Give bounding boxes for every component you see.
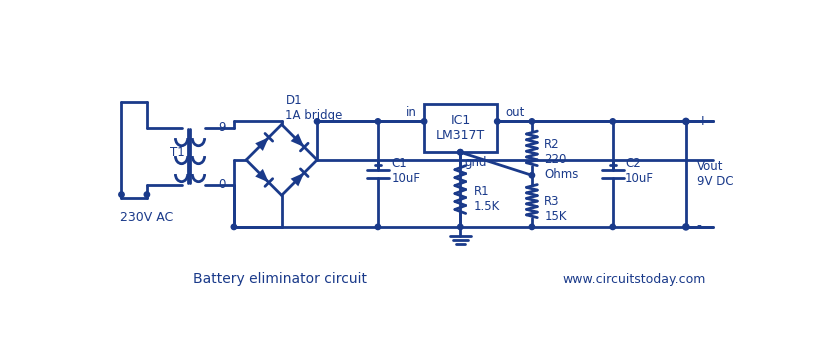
Text: gnd: gnd [464, 156, 486, 169]
Circle shape [609, 119, 615, 124]
Text: Vout
9V DC: Vout 9V DC [696, 160, 732, 188]
Text: 9: 9 [218, 121, 226, 134]
Circle shape [375, 224, 380, 230]
Circle shape [144, 192, 149, 197]
Text: +: + [696, 114, 708, 128]
Circle shape [314, 119, 319, 124]
Text: R1
1.5K: R1 1.5K [473, 185, 500, 213]
Polygon shape [290, 134, 304, 147]
Circle shape [457, 149, 463, 155]
Text: out: out [505, 106, 523, 119]
Circle shape [609, 224, 615, 230]
Text: 230V AC: 230V AC [120, 211, 174, 224]
Text: C1
10uF: C1 10uF [391, 158, 420, 186]
Text: R2
220
Ohms: R2 220 Ohms [544, 138, 578, 182]
Text: 0: 0 [218, 178, 225, 191]
Circle shape [682, 118, 688, 124]
Text: C2
10uF: C2 10uF [624, 158, 654, 186]
Circle shape [457, 224, 463, 230]
Text: D1
1A bridge: D1 1A bridge [285, 94, 342, 122]
Circle shape [682, 224, 688, 230]
Circle shape [231, 224, 237, 230]
Polygon shape [255, 169, 269, 183]
Text: -: - [696, 220, 701, 234]
Bar [423, 104, 496, 152]
Polygon shape [255, 137, 269, 151]
Circle shape [528, 119, 534, 124]
Text: R3
15K: R3 15K [544, 195, 566, 223]
Text: Battery eliminator circuit: Battery eliminator circuit [192, 272, 367, 286]
Text: www.circuitstoday.com: www.circuitstoday.com [562, 273, 705, 286]
Text: in: in [405, 106, 416, 119]
Circle shape [375, 119, 380, 124]
Circle shape [528, 173, 534, 178]
Text: IC1
LM317T: IC1 LM317T [436, 114, 485, 142]
Text: T1: T1 [170, 146, 184, 159]
Circle shape [528, 224, 534, 230]
Polygon shape [290, 173, 304, 186]
Circle shape [119, 192, 124, 197]
Circle shape [457, 149, 463, 155]
Circle shape [421, 119, 426, 124]
Circle shape [494, 119, 500, 124]
